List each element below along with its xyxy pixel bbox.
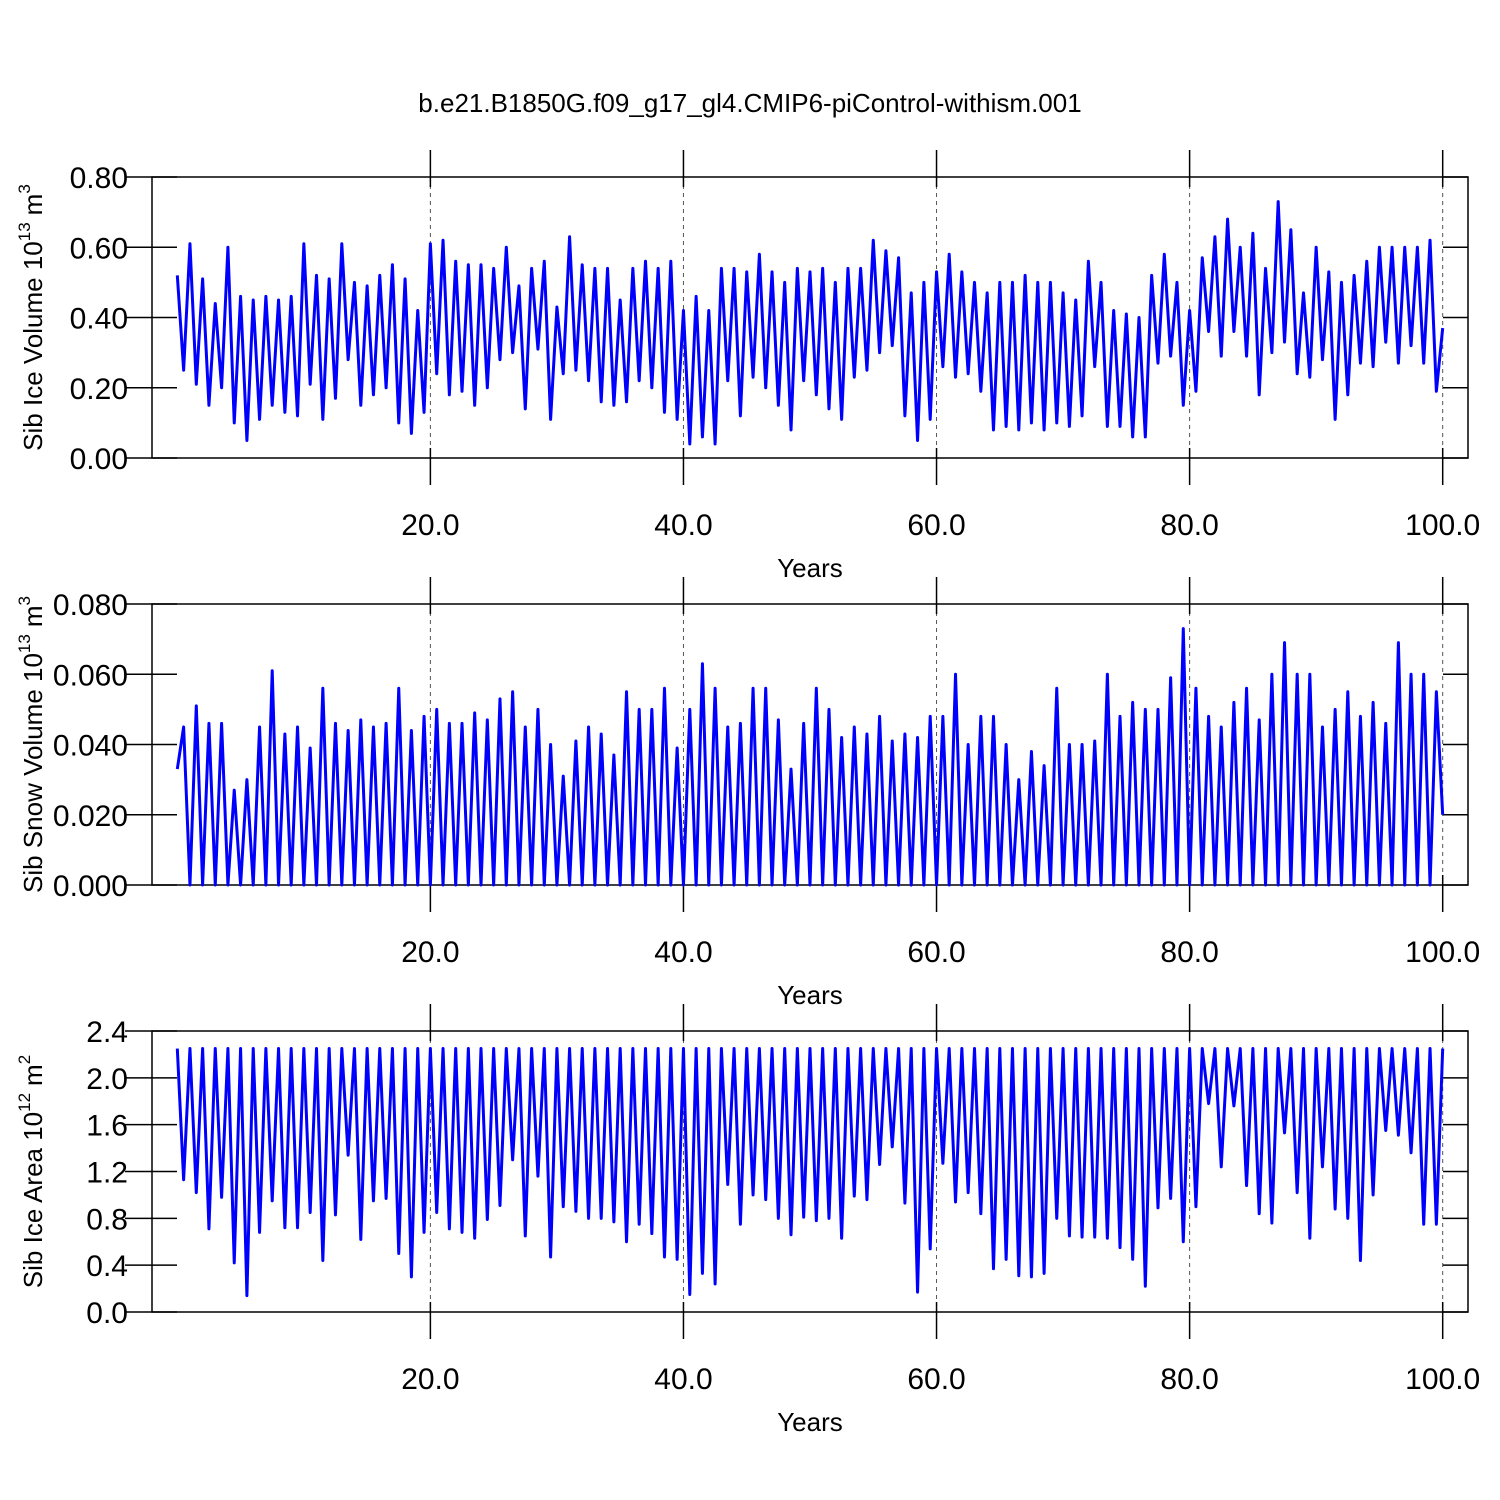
x-tick-label: 20.0	[401, 936, 459, 969]
x-tick-label: 80.0	[1160, 509, 1218, 542]
plot-frame	[151, 1030, 1469, 1313]
x-tick-label: 60.0	[907, 1363, 965, 1396]
y-tick-label: 0.80	[70, 162, 128, 195]
data-line	[175, 627, 1445, 887]
y-tick-label: 2.4	[86, 1016, 128, 1049]
y-tick-label: 0.8	[86, 1203, 128, 1236]
x-tick-label: 20.0	[401, 509, 459, 542]
x-tick-label: 40.0	[654, 936, 712, 969]
y-axis-label-part: 3	[15, 596, 34, 605]
y-tick-label: 0.080	[53, 589, 128, 622]
y-tick-label: 0.020	[53, 800, 128, 833]
x-tick-label: 100.0	[1405, 509, 1480, 542]
y-axis-label-part: m	[18, 194, 48, 216]
y-tick-label: 0.0	[86, 1297, 128, 1330]
y-axis-label-part: 3	[15, 184, 34, 193]
y-axis-label-part: Sib Ice Area 10	[18, 1112, 48, 1288]
y-tick-label: 0.000	[53, 870, 128, 903]
figure-title: b.e21.B1850G.f09_g17_gl4.CMIP6-piControl…	[418, 88, 1081, 118]
y-axis-label-part: 12	[15, 1093, 34, 1112]
y-axis-label-part: 13	[15, 222, 34, 241]
x-tick-label: 100.0	[1405, 936, 1480, 969]
y-tick-label: 1.2	[86, 1157, 128, 1190]
y-axis-label-part: Sib Snow Volume 10	[18, 653, 48, 893]
x-tick-label: 40.0	[654, 509, 712, 542]
y-axis-label-part: Sib Ice Volume 10	[18, 241, 48, 451]
data-line	[175, 1047, 1445, 1298]
x-tick-label: 40.0	[654, 1363, 712, 1396]
y-tick-label: 0.4	[86, 1250, 128, 1283]
x-tick-label: 60.0	[907, 936, 965, 969]
plot-frame	[151, 176, 1469, 459]
y-axis-label-part: m	[18, 1064, 48, 1086]
y-tick-label: 2.0	[86, 1063, 128, 1096]
y-axis-label: Sib Ice Volume 1013 m3	[15, 184, 48, 451]
y-axis-label-part: m	[18, 605, 48, 627]
y-axis-label-part: 13	[15, 634, 34, 653]
y-axis-label: Sib Snow Volume 1013 m3	[15, 596, 48, 893]
y-tick-label: 1.6	[86, 1110, 128, 1143]
y-tick-label: 0.40	[70, 303, 128, 336]
y-axis-label: Sib Ice Area 1012 m2	[15, 1055, 48, 1288]
x-tick-label: 80.0	[1160, 1363, 1218, 1396]
x-tick-label: 60.0	[907, 509, 965, 542]
x-tick-label: 80.0	[1160, 936, 1218, 969]
y-tick-label: 0.00	[70, 443, 128, 476]
y-tick-label: 0.040	[53, 730, 128, 763]
y-tick-label: 0.20	[70, 373, 128, 406]
x-tick-label: 100.0	[1405, 1363, 1480, 1396]
x-tick-label: 20.0	[401, 1363, 459, 1396]
y-tick-label: 0.60	[70, 232, 128, 265]
y-tick-label: 0.060	[53, 659, 128, 692]
x-axis-label: Years	[777, 553, 843, 583]
x-axis-label: Years	[777, 1407, 843, 1437]
data-line	[175, 200, 1445, 446]
y-axis-label-part: 2	[15, 1055, 34, 1064]
x-axis-label: Years	[777, 980, 843, 1010]
